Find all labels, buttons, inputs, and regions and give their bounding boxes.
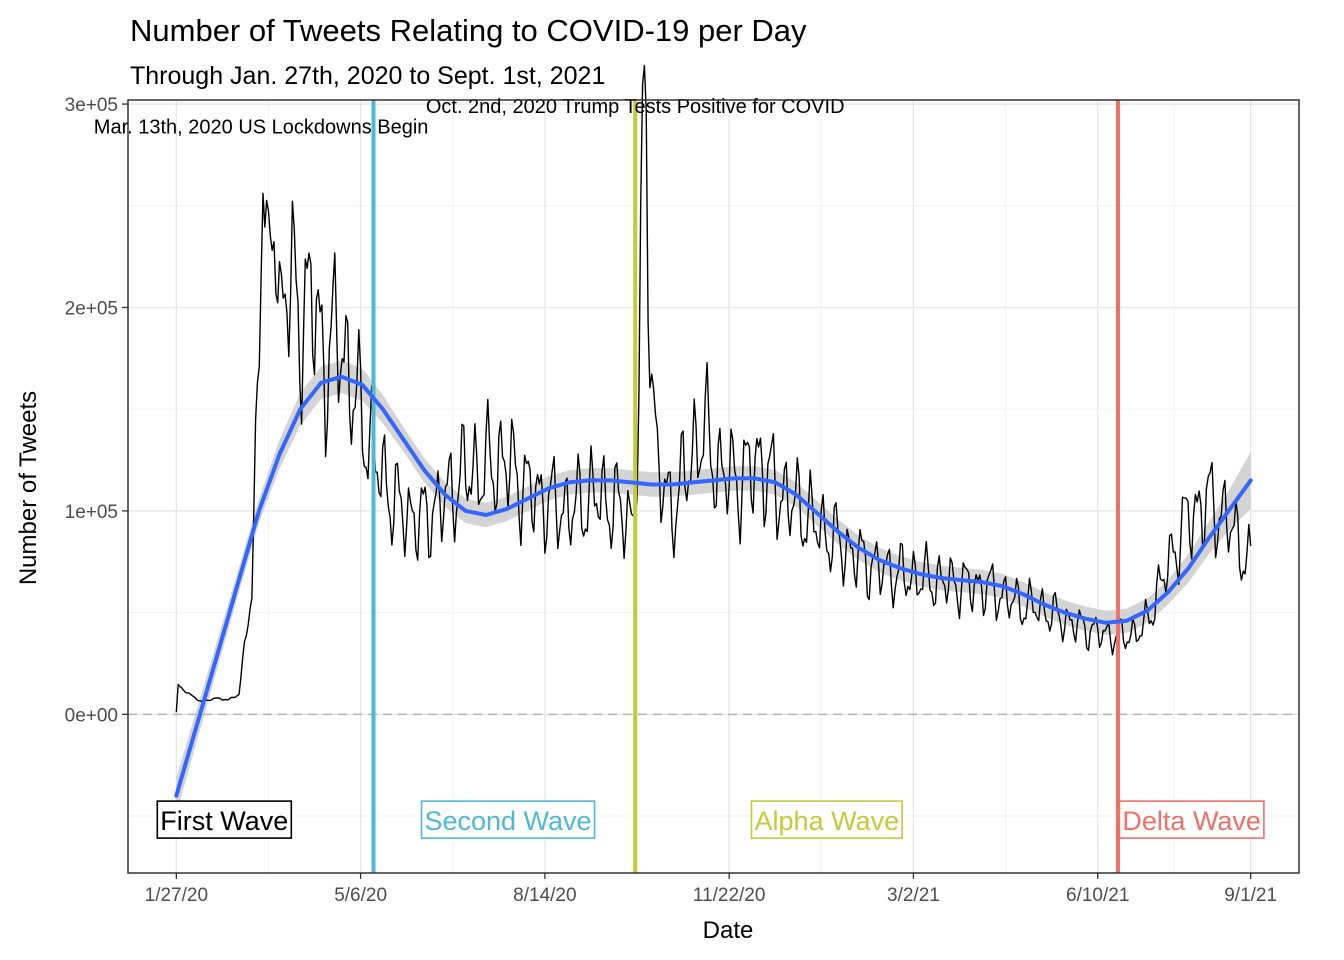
wave-label: First Wave [156, 800, 293, 839]
annotation-text: Oct. 2nd, 2020 Trump Tests Positive for … [426, 96, 845, 118]
x-tick-label: 1/27/20 [145, 885, 208, 906]
wave-label: Second Wave [420, 800, 596, 839]
event-lines [371, 100, 1120, 873]
wave-label-box [420, 800, 596, 839]
wave-label-text: Delta Wave [1122, 806, 1261, 836]
daily-tweets-series [175, 64, 1252, 713]
x-axis-title: Date [703, 917, 754, 944]
y-tick-label: 1e+05 [65, 502, 118, 523]
smooth-trend-line [174, 374, 1253, 798]
x-tick-label: 3/2/21 [887, 885, 940, 906]
plot-border [127, 99, 1300, 874]
wave-label-text: First Wave [160, 806, 288, 836]
wave-label-box [1118, 800, 1265, 839]
x-tick-label: 9/1/21 [1224, 885, 1277, 906]
x-axis: 1/27/20 5/6/20 8/14/20 11/22/20 3/2/21 6/10/2… [145, 873, 1277, 906]
annotation-text: Mar. 13th, 2020 US Lockdowns Begin [94, 116, 429, 138]
y-tick-label: 0e+00 [65, 705, 118, 726]
y-axis-title: Number of Tweets [15, 391, 42, 585]
wave-label-text: Second Wave [424, 806, 591, 836]
wave-label-box [750, 800, 903, 839]
y-tick-label: 3e+05 [65, 95, 118, 116]
wave-label-box [156, 800, 293, 839]
wave-labels: First Wave Second Wave Alpha Wave Delta Wav… [156, 800, 1265, 839]
chart-title: Number of Tweets Relating to COVID-19 pe… [130, 13, 807, 48]
x-tick-label: 8/14/20 [513, 885, 576, 906]
x-tick-label: 6/10/21 [1066, 885, 1129, 906]
y-tick-label: 2e+05 [65, 298, 118, 319]
wave-label-text: Alpha Wave [755, 806, 900, 836]
chart-subtitle: Through Jan. 27th, 2020 to Sept. 1st, 20… [130, 62, 605, 90]
x-tick-label: 5/6/20 [334, 885, 387, 906]
y-axis: 0e+00 1e+05 2e+05 3e+05 [65, 95, 128, 726]
wave-label: Delta Wave [1118, 800, 1265, 839]
x-tick-label: 11/22/20 [693, 885, 766, 906]
daily-tweets-line [175, 64, 1252, 713]
smooth-trend-series [174, 374, 1253, 798]
wave-label: Alpha Wave [750, 800, 903, 839]
